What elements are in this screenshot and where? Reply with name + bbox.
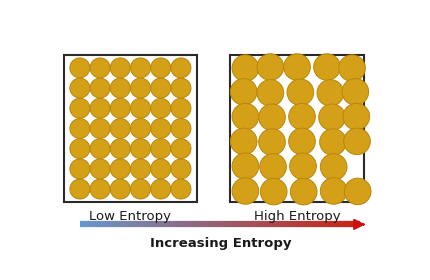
Ellipse shape [110, 118, 130, 138]
Ellipse shape [344, 128, 370, 155]
Ellipse shape [320, 178, 347, 204]
Ellipse shape [259, 129, 286, 155]
Ellipse shape [232, 153, 259, 179]
Ellipse shape [289, 103, 315, 130]
Ellipse shape [259, 104, 286, 130]
Ellipse shape [90, 58, 110, 78]
Ellipse shape [232, 55, 259, 81]
Ellipse shape [110, 159, 130, 179]
Ellipse shape [90, 179, 110, 199]
Ellipse shape [70, 139, 90, 158]
Ellipse shape [171, 58, 191, 78]
Ellipse shape [343, 103, 370, 130]
Ellipse shape [171, 159, 191, 179]
Ellipse shape [290, 153, 316, 179]
Ellipse shape [319, 104, 345, 130]
Text: Low Entropy: Low Entropy [89, 210, 172, 223]
Ellipse shape [317, 80, 344, 106]
Ellipse shape [289, 128, 315, 155]
Ellipse shape [70, 179, 90, 199]
Bar [64, 55, 197, 202]
Ellipse shape [151, 118, 171, 138]
Text: Increasing Entropy: Increasing Entropy [150, 237, 291, 250]
Ellipse shape [257, 80, 284, 106]
Ellipse shape [232, 178, 259, 204]
Ellipse shape [151, 159, 171, 179]
Ellipse shape [171, 118, 191, 138]
Ellipse shape [344, 178, 371, 205]
Ellipse shape [110, 98, 130, 118]
Ellipse shape [230, 79, 257, 105]
Ellipse shape [131, 78, 150, 98]
Ellipse shape [261, 178, 287, 205]
Ellipse shape [131, 179, 150, 199]
Ellipse shape [131, 98, 150, 118]
Ellipse shape [90, 159, 110, 179]
Ellipse shape [110, 139, 130, 158]
Ellipse shape [110, 179, 130, 199]
Ellipse shape [90, 118, 110, 138]
Ellipse shape [314, 54, 340, 80]
Ellipse shape [151, 58, 171, 78]
Ellipse shape [284, 54, 310, 80]
Ellipse shape [70, 159, 90, 179]
Text: High Entropy: High Entropy [254, 210, 340, 223]
Ellipse shape [151, 78, 171, 98]
Ellipse shape [230, 128, 257, 155]
Ellipse shape [339, 55, 366, 81]
Ellipse shape [342, 79, 369, 105]
Ellipse shape [171, 98, 191, 118]
Ellipse shape [257, 54, 284, 80]
Ellipse shape [171, 179, 191, 199]
Ellipse shape [151, 179, 171, 199]
Ellipse shape [151, 98, 171, 118]
Ellipse shape [70, 58, 90, 78]
Ellipse shape [260, 154, 286, 180]
Ellipse shape [110, 58, 130, 78]
Ellipse shape [70, 98, 90, 118]
Ellipse shape [290, 178, 317, 205]
Ellipse shape [110, 78, 130, 98]
Ellipse shape [131, 139, 150, 158]
Ellipse shape [320, 154, 347, 180]
Ellipse shape [151, 139, 171, 158]
Ellipse shape [90, 139, 110, 158]
Ellipse shape [319, 129, 346, 155]
Ellipse shape [131, 58, 150, 78]
Ellipse shape [171, 139, 191, 158]
Ellipse shape [131, 118, 150, 138]
Ellipse shape [90, 78, 110, 98]
Bar [230, 55, 364, 202]
Ellipse shape [131, 159, 150, 179]
Ellipse shape [90, 98, 110, 118]
Ellipse shape [287, 79, 314, 106]
Ellipse shape [70, 78, 90, 98]
Ellipse shape [70, 118, 90, 138]
Ellipse shape [171, 78, 191, 98]
Ellipse shape [232, 103, 259, 130]
